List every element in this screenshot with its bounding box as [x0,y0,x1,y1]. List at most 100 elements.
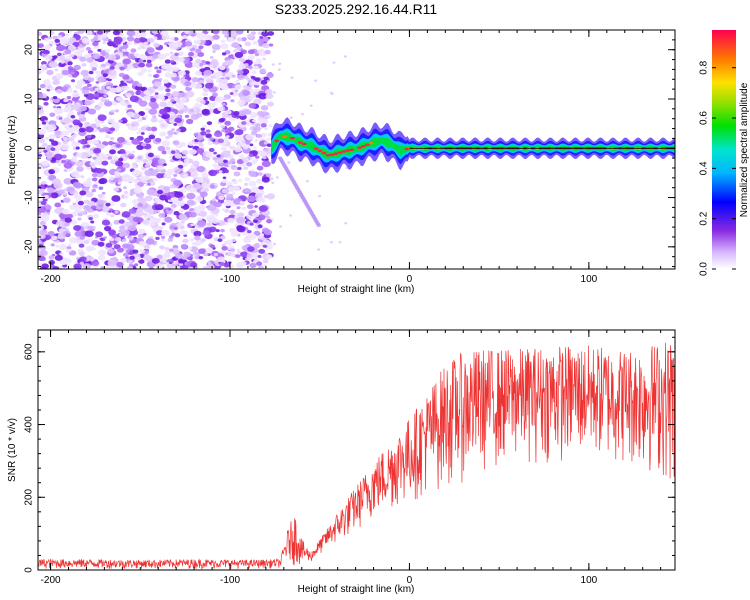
noise-blob [119,63,125,68]
noise-blob [151,30,161,35]
noise-blob [162,163,167,166]
noise-blob [38,256,46,262]
noise-blob [204,82,214,89]
noise-blob [106,81,112,86]
noise-blob [289,116,293,119]
noise-blob [75,146,80,150]
noise-blob [71,141,80,148]
noise-blob [200,131,207,136]
noise-blob [126,41,132,46]
signal-peak [290,137,295,140]
colorbar-tick-label: 0.6 [699,111,710,125]
noise-blob [262,244,268,248]
noise-blob [98,186,104,190]
noise-blob [205,129,211,133]
noise-blob [175,99,181,103]
noise-blob [85,245,94,252]
noise-blob [251,160,257,165]
noise-blob [121,238,127,243]
noise-blob [231,41,240,48]
noise-blob [77,217,82,221]
noise-blob [170,84,177,89]
noise-blob [116,136,126,143]
noise-blob [266,219,273,224]
noise-blob [132,62,140,69]
noise-blob [182,174,188,178]
noise-blob [190,33,196,37]
noise-blob [91,173,98,178]
noise-blob [108,69,117,76]
noise-blob [80,69,90,77]
noise-blob [171,247,180,254]
noise-blob [251,252,259,258]
noise-blob [69,204,77,210]
noise-blob [79,138,88,145]
noise-blob [108,54,117,61]
noise-blob [199,210,208,217]
noise-blob [95,106,101,111]
noise-blob [43,37,50,42]
noise-blob [247,80,252,83]
noise-blob [238,154,245,159]
noise-blob [125,249,130,253]
noise-blob [259,48,264,53]
noise-blob [40,188,45,192]
noise-blob [159,132,165,137]
noise-blob [46,78,50,82]
noise-blob [193,230,202,237]
noise-blob [90,220,95,224]
noise-blob [118,119,123,123]
noise-blob [92,156,97,160]
noise-blob [85,46,92,51]
noise-blob [165,53,170,57]
noise-blob [146,179,152,183]
noise-blob [162,252,171,259]
signal-peak [349,148,355,152]
noise-blob [194,163,199,168]
noise-blob [132,199,140,205]
noise-blob [144,195,153,202]
noise-blob [60,143,70,151]
colorbar-label: Normalized spectral amplitude [739,82,750,217]
noise-blob [251,76,256,80]
noise-blob [246,204,254,210]
noise-blob [141,142,147,147]
noise-blob [186,118,194,125]
noise-blob [130,121,140,128]
noise-blob [84,100,92,106]
noise-blob [198,79,205,84]
noise-blob [41,121,47,125]
noise-blob [143,115,148,119]
noise-blob [270,177,274,180]
noise-blob [171,90,180,97]
noise-blob [63,177,73,185]
noise-blob [190,188,197,193]
noise-blob [263,229,272,236]
noise-blob [91,100,95,104]
noise-blob [43,149,48,153]
noise-blob [233,110,240,116]
noise-blob [262,264,268,268]
noise-blob [180,188,187,194]
noise-blob [103,226,112,232]
noise-blob [38,154,43,157]
noise-blob [338,240,342,244]
noise-blob [211,30,220,35]
noise-blob [172,140,180,146]
noise-blob [262,57,266,61]
noise-blob [168,111,176,117]
noise-blob [104,134,110,139]
noise-blob [38,123,41,128]
noise-blob [50,157,57,162]
noise-blob [64,49,72,55]
noise-blob [316,223,321,227]
noise-blob [159,194,168,201]
noise-blob [257,224,263,229]
noise-blob [330,92,334,96]
noise-blob [148,134,156,140]
noise-blob [117,181,122,185]
noise-blob [195,70,202,76]
noise-blob [153,42,160,48]
noise-blob [209,244,216,249]
noise-blob [230,248,236,252]
